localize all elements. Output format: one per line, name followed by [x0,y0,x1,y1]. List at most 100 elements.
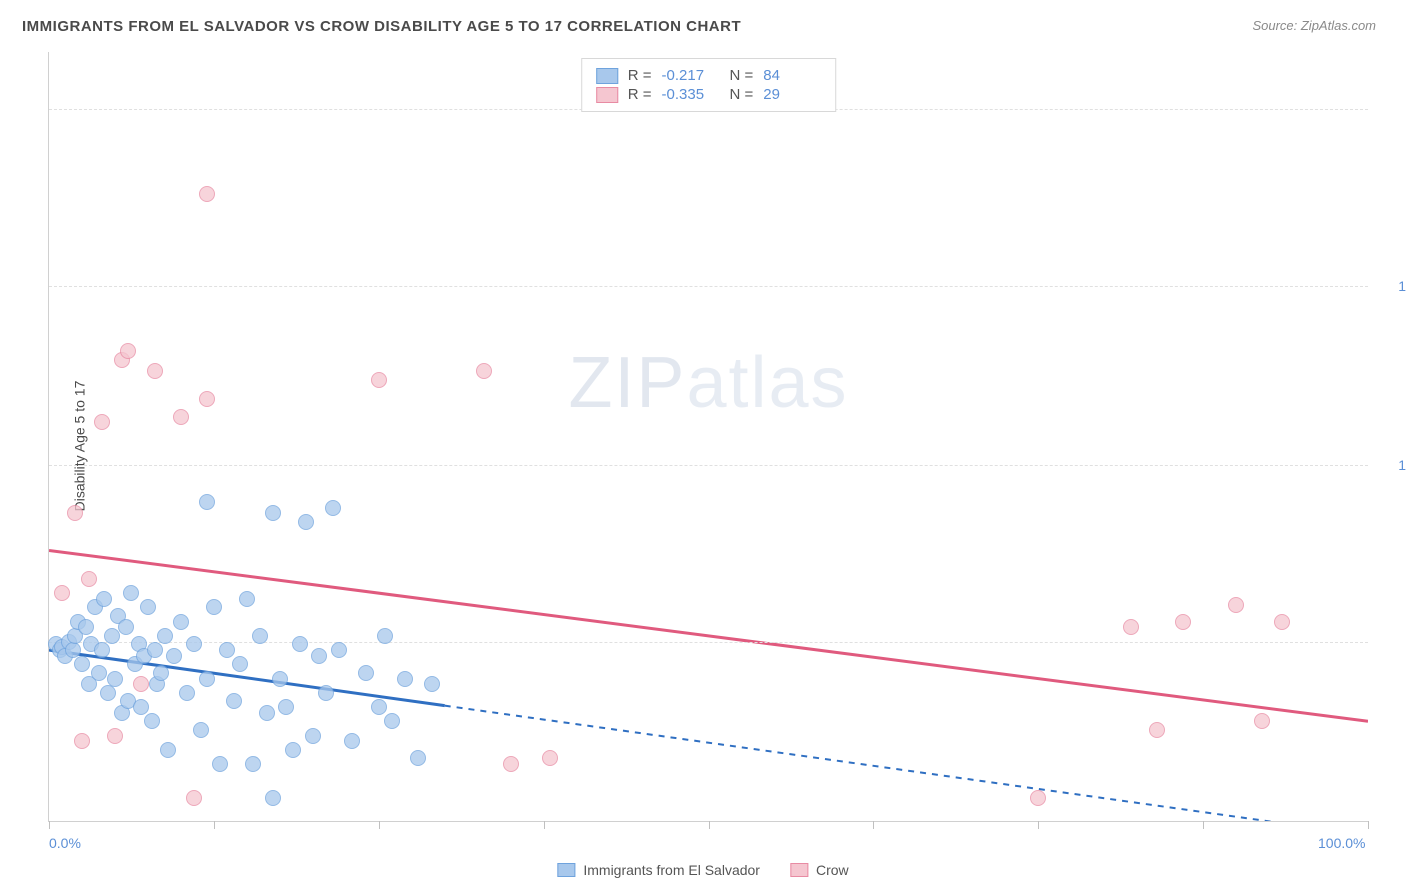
n-value-b: 29 [763,86,821,103]
x-tick [1368,821,1369,829]
scatter-point [107,671,123,687]
x-tick [709,821,710,829]
legend-swatch-a-bottom [557,863,575,877]
scatter-point [91,665,107,681]
scatter-point [107,728,123,744]
gridline [49,465,1368,466]
r-label: R = [628,67,652,84]
scatter-point [153,665,169,681]
scatter-point [140,599,156,615]
scatter-point [133,699,149,715]
y-tick-label: 12.5% [1378,457,1406,473]
trend-line-solid [49,550,1368,721]
scatter-point [298,514,314,530]
scatter-point [186,790,202,806]
scatter-point [1175,614,1191,630]
x-tick-label: 0.0% [49,835,81,851]
scatter-point [1274,614,1290,630]
gridline [49,286,1368,287]
scatter-point [199,494,215,510]
legend-row-series-b: R = -0.335 N = 29 [596,86,822,103]
trend-line-dashed [445,706,1368,821]
scatter-point [476,363,492,379]
scatter-point [166,648,182,664]
scatter-point [133,676,149,692]
x-tick [1038,821,1039,829]
scatter-point [118,619,134,635]
x-tick [49,821,50,829]
scatter-point [542,750,558,766]
scatter-point [259,705,275,721]
scatter-point [278,699,294,715]
scatter-point [123,585,139,601]
series-a-name: Immigrants from El Salvador [583,862,760,878]
x-tick [544,821,545,829]
trend-lines-svg [49,52,1368,821]
scatter-point [199,671,215,687]
scatter-point [358,665,374,681]
legend-swatch-b [596,87,618,103]
scatter-point [272,671,288,687]
scatter-point [96,591,112,607]
scatter-point [226,693,242,709]
scatter-point [157,628,173,644]
watermark-thin: atlas [686,343,848,423]
legend-swatch-a [596,68,618,84]
scatter-point [265,505,281,521]
correlation-legend: R = -0.217 N = 84 R = -0.335 N = 29 [581,58,837,112]
legend-item-a: Immigrants from El Salvador [557,862,760,878]
scatter-point [377,628,393,644]
scatter-point [147,642,163,658]
scatter-point [199,391,215,407]
scatter-point [54,585,70,601]
y-tick-label: 6.3% [1378,634,1406,650]
scatter-point [65,642,81,658]
r-value-b: -0.335 [662,86,720,103]
scatter-point [371,699,387,715]
gridline [49,642,1368,643]
scatter-point [94,642,110,658]
scatter-point [285,742,301,758]
scatter-point [305,728,321,744]
series-b-name: Crow [816,862,849,878]
scatter-point [292,636,308,652]
scatter-point [331,642,347,658]
watermark-bold: ZIP [568,343,686,423]
legend-row-series-a: R = -0.217 N = 84 [596,67,822,84]
legend-item-b: Crow [790,862,849,878]
scatter-point [100,685,116,701]
scatter-point [160,742,176,758]
scatter-point [232,656,248,672]
watermark: ZIPatlas [568,342,848,424]
r-value-a: -0.217 [662,67,720,84]
source-attribution: Source: ZipAtlas.com [1252,18,1376,33]
scatter-point [503,756,519,772]
legend-swatch-b-bottom [790,863,808,877]
scatter-point [147,363,163,379]
scatter-point [344,733,360,749]
scatter-point [94,414,110,430]
scatter-point [219,642,235,658]
y-tick-label: 18.8% [1378,278,1406,294]
scatter-point [371,372,387,388]
scatter-point [384,713,400,729]
scatter-point [120,343,136,359]
scatter-point [1123,619,1139,635]
scatter-point [239,591,255,607]
scatter-point [410,750,426,766]
scatter-point [173,614,189,630]
scatter-point [186,636,202,652]
chart-title: IMMIGRANTS FROM EL SALVADOR VS CROW DISA… [22,18,741,35]
n-value-a: 84 [763,67,821,84]
scatter-point [311,648,327,664]
scatter-point [173,409,189,425]
scatter-plot-area: ZIPatlas R = -0.217 N = 84 R = -0.335 N … [48,52,1368,822]
scatter-point [193,722,209,738]
scatter-point [265,790,281,806]
scatter-point [1254,713,1270,729]
scatter-point [325,500,341,516]
r-label: R = [628,86,652,103]
scatter-point [318,685,334,701]
scatter-point [252,628,268,644]
n-label: N = [730,67,754,84]
